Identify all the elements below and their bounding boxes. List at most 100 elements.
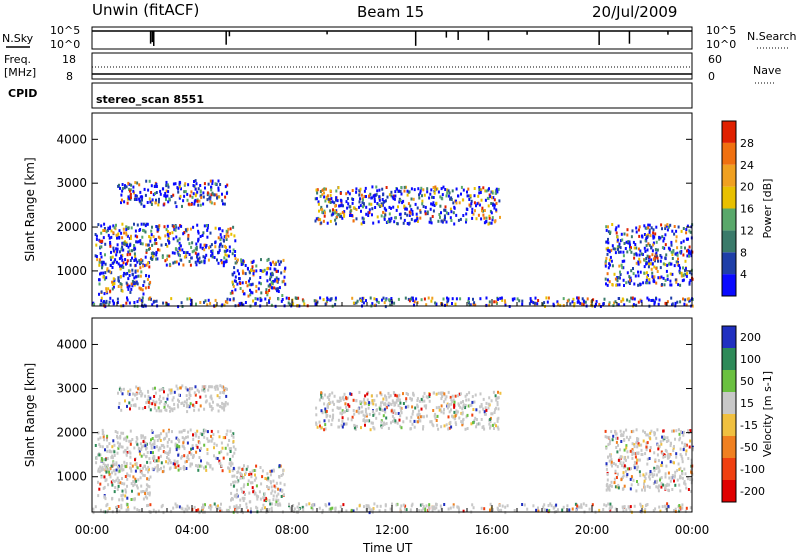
velocity-cell	[671, 460, 674, 464]
power-cell	[214, 240, 217, 244]
velocity-cell	[269, 473, 272, 477]
velocity-cell	[490, 399, 493, 403]
velocity-cell	[635, 489, 638, 493]
velocity-cell	[359, 400, 362, 404]
velocity-cell	[673, 445, 675, 448]
power-cell	[123, 231, 126, 235]
power-cell	[355, 187, 358, 191]
power-cell	[618, 264, 621, 268]
velocity-cell	[271, 502, 274, 506]
velocity-cell	[461, 423, 464, 427]
velocity-cell	[371, 508, 374, 512]
power-cell	[488, 221, 491, 225]
velocity-cell	[131, 489, 133, 493]
velocity-cell	[213, 502, 216, 506]
power-cell	[126, 259, 129, 263]
power-cell	[135, 198, 138, 201]
power-cell	[467, 297, 470, 301]
power-cell	[493, 198, 496, 202]
velocity-cell	[422, 427, 424, 431]
velocity-cell	[201, 388, 204, 392]
power-cell	[662, 239, 665, 243]
power-cell	[110, 235, 113, 239]
power-cell	[619, 250, 622, 254]
velocity-cell	[160, 466, 162, 470]
velocity-cell	[186, 398, 188, 402]
power-cell	[616, 238, 619, 242]
velocity-cell	[643, 482, 645, 486]
velocity-cell	[411, 422, 414, 426]
velocity-cell	[632, 429, 635, 433]
velocity-cell	[155, 409, 158, 413]
velocity-cell	[571, 507, 574, 511]
power-cell	[626, 233, 629, 237]
power-cell	[663, 237, 666, 241]
power-cell	[150, 297, 152, 301]
velocity-cell	[124, 494, 127, 498]
power-cell	[204, 245, 207, 249]
velocity-cell	[422, 425, 425, 429]
power-cell	[688, 271, 691, 275]
power-cell	[126, 272, 129, 275]
power-cell	[178, 182, 181, 186]
velocity-cell	[208, 385, 210, 389]
velocity-cell	[616, 450, 619, 454]
power-cell	[441, 193, 444, 197]
power-cell	[671, 253, 674, 256]
velocity-cell	[245, 467, 248, 471]
velocity-cell	[185, 401, 188, 405]
power-cell	[640, 252, 643, 256]
power-cell	[670, 240, 673, 244]
velocity-cell	[640, 448, 643, 452]
velocity-cell	[125, 452, 128, 456]
power-cell	[105, 299, 108, 303]
velocity-cell	[633, 460, 636, 464]
velocity-cell	[165, 432, 168, 436]
velocity-cell	[639, 502, 642, 506]
power-cell	[98, 263, 101, 267]
velocity-cell	[181, 401, 184, 405]
power-cell	[242, 292, 245, 296]
velocity-cell	[210, 405, 213, 408]
power-cell	[347, 190, 350, 194]
power-cell	[174, 201, 177, 205]
power-cell	[240, 263, 243, 266]
power-cell	[109, 256, 112, 260]
velocity-cell	[649, 473, 651, 477]
power-cell	[432, 209, 435, 213]
velocity-cell	[674, 483, 677, 487]
power-cell	[388, 217, 391, 221]
velocity-cell	[183, 437, 186, 441]
power-cell	[142, 292, 145, 296]
power-cell	[390, 216, 393, 220]
velocity-cell	[120, 506, 123, 510]
power-cell	[133, 222, 135, 226]
power-cell	[415, 218, 418, 222]
velocity-cell	[117, 484, 120, 488]
power-cell	[430, 221, 433, 225]
velocity-cell	[207, 388, 210, 392]
power-colorbar-tick: 24	[740, 159, 754, 172]
power-cell	[362, 205, 364, 209]
velocity-cell	[614, 463, 617, 467]
power-cell	[104, 271, 107, 275]
velocity-cell	[363, 397, 366, 401]
velocity-cell	[419, 503, 422, 507]
velocity-cell	[243, 496, 246, 500]
velocity-cell	[275, 500, 278, 504]
velocity-cell	[468, 391, 471, 395]
power-cell	[272, 280, 275, 283]
power-cell	[618, 283, 621, 287]
power-cell	[388, 205, 391, 209]
velocity-cell	[103, 495, 106, 499]
power-cell	[621, 238, 624, 242]
velocity-cell	[112, 479, 114, 483]
velocity-cell	[435, 506, 438, 510]
velocity-cell	[142, 434, 144, 438]
velocity-cell	[669, 444, 672, 448]
velocity-cell	[431, 508, 434, 512]
power-cell	[688, 245, 691, 249]
power-cell	[284, 282, 287, 286]
velocity-cell	[462, 509, 465, 513]
nave-tick-bottom: 0	[708, 70, 715, 83]
